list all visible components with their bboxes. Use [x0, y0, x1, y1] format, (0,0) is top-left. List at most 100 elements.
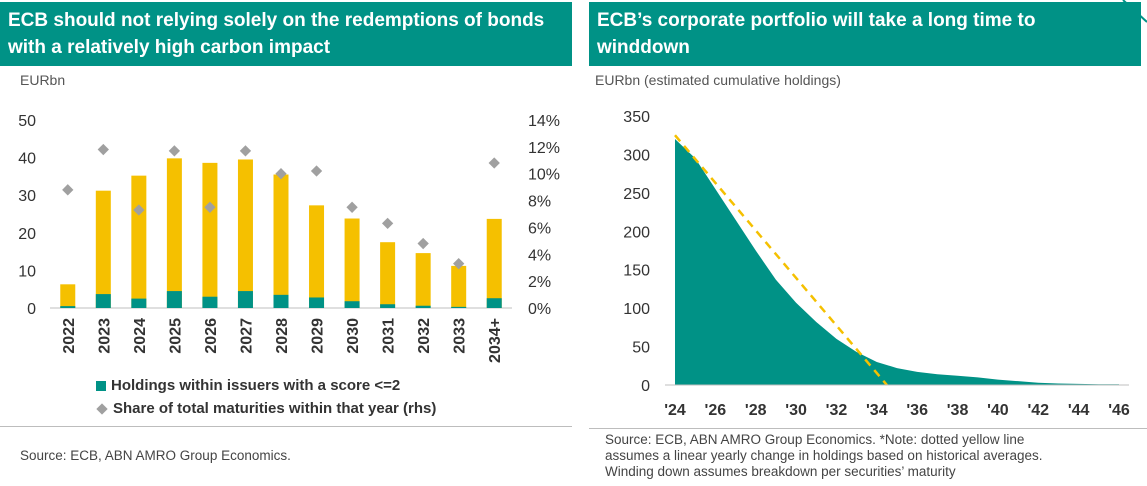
bar-holdings-score: [60, 306, 76, 308]
y-tick-label: 0: [641, 378, 650, 395]
left-unit-label: EURbn: [20, 72, 66, 88]
left-chart-panel: ECB should not relying solely on the red…: [0, 0, 572, 486]
share-marker: [381, 217, 394, 230]
share-marker: [204, 201, 216, 213]
x-tick-label: '26: [705, 402, 727, 419]
share-marker: [62, 184, 74, 196]
bar-total-maturities: [273, 174, 289, 308]
y-tick-label: 20: [18, 226, 36, 243]
x-tick-label: 2034+: [487, 318, 504, 363]
x-tick-label: 2030: [345, 318, 362, 354]
bar-holdings-score: [95, 294, 111, 308]
share-marker: [168, 145, 181, 157]
y2-tick-label: 0%: [528, 301, 551, 318]
y2-tick-label: 14%: [528, 113, 560, 130]
legend-holdings-label: Holdings within issuers with a score <=2: [111, 377, 401, 394]
bar-holdings-score: [237, 291, 253, 308]
bar-total-maturities: [380, 242, 396, 308]
legend-share: Share of total maturities within that ye…: [96, 400, 436, 417]
share-marker: [488, 157, 500, 169]
right-chart-panel: ECB’s corporate portfolio will take a lo…: [589, 0, 1147, 486]
bar-holdings-score: [273, 294, 289, 308]
x-tick-label: '36: [906, 402, 928, 419]
x-tick-label: 2025: [167, 318, 184, 354]
bar-holdings-score: [451, 306, 467, 308]
share-marker: [97, 143, 109, 156]
x-tick-label: 2031: [381, 318, 398, 354]
x-tick-label: '30: [785, 402, 807, 419]
bar-holdings-score: [415, 305, 431, 308]
y2-tick-label: 2%: [528, 274, 551, 291]
right-area-chart: 0 50 100 150 200 250 300 350 '24 '26 '28 '30 '32 '34 '…: [623, 109, 1130, 419]
bar-total-maturities: [486, 218, 502, 308]
left-chart-title: ECB should not relying solely on the red…: [0, 2, 572, 66]
x-tick-label: 2033: [452, 318, 469, 354]
share-marker: [275, 168, 287, 180]
y-tick-label: 200: [623, 224, 650, 241]
bar-total-maturities: [131, 175, 147, 308]
legend-share-diamond: [96, 402, 108, 415]
y-tick-label: 150: [623, 263, 650, 280]
x-tick-label: '24: [664, 402, 686, 419]
share-marker: [239, 145, 252, 157]
legend-share-label: Share of total maturities within that ye…: [113, 400, 437, 417]
right-source-line-1: Source: ECB, ABN AMRO Group Economics. *…: [605, 432, 1025, 447]
x-tick-label: '28: [745, 402, 767, 419]
share-marker: [346, 201, 358, 213]
right-source-divider: [589, 428, 1147, 429]
x-tick-label: 2029: [310, 318, 327, 354]
y-tick-label: 250: [623, 186, 650, 203]
bar-holdings-score: [486, 298, 502, 308]
y-tick-label: 50: [632, 340, 650, 357]
bar-total-maturities: [451, 265, 467, 308]
left-source-divider: [0, 426, 572, 427]
y-tick-label: 350: [623, 109, 650, 126]
bar-total-maturities: [415, 253, 431, 308]
x-tick-label: '42: [1027, 402, 1049, 419]
x-tick-label: 2028: [274, 318, 291, 354]
x-tick-label: 2026: [203, 318, 220, 354]
share-marker: [133, 204, 145, 216]
right-source-line-3: Winding down assumes breakdown per secur…: [605, 464, 956, 479]
x-tick-label: '44: [1068, 402, 1090, 419]
y2-tick-label: 12%: [528, 140, 560, 157]
y-tick-label: 300: [623, 147, 650, 164]
right-source-line-2: assumes a linear yearly change in holdin…: [605, 448, 1043, 463]
bar-holdings-score: [166, 291, 182, 308]
y2-tick-label: 10%: [528, 167, 560, 184]
bar-total-maturities: [309, 205, 325, 308]
x-tick-label: '46: [1108, 402, 1130, 419]
bar-holdings-score: [309, 297, 325, 308]
right-chart-title: ECB’s corporate portfolio will take a lo…: [589, 2, 1141, 66]
bar-holdings-score: [202, 296, 218, 308]
right-unit-label: EURbn (estimated cumulative holdings): [595, 72, 841, 88]
y-tick-label: 100: [623, 301, 650, 318]
bar-holdings-score: [344, 301, 360, 308]
y-tick-label: 0: [27, 301, 36, 318]
bar-holdings-score: [131, 298, 147, 308]
left-source: Source: ECB, ABN AMRO Group Economics.: [20, 448, 291, 463]
bar-holdings-score: [380, 304, 396, 308]
y2-tick-label: 4%: [528, 247, 551, 264]
x-tick-label: '32: [826, 402, 848, 419]
x-tick-label: 2027: [238, 318, 255, 354]
bar-total-maturities: [202, 162, 218, 308]
x-tick-label: 2023: [96, 318, 113, 354]
share-marker: [417, 237, 429, 250]
bar-total-maturities: [166, 158, 182, 308]
share-marker: [310, 165, 323, 177]
share-marker: [453, 258, 465, 270]
x-tick-label: 2032: [416, 318, 433, 354]
x-tick-label: '40: [987, 402, 1009, 419]
y-tick-label: 50: [18, 113, 36, 130]
holdings-area: [675, 139, 1119, 385]
y2-tick-label: 8%: [528, 194, 551, 211]
right-source: Source: ECB, ABN AMRO Group Economics. *…: [605, 432, 1043, 480]
legend-holdings: Holdings within issuers with a score <=2: [96, 377, 400, 394]
legend-holdings-swatch: [96, 380, 106, 391]
y2-tick-label: 6%: [528, 220, 551, 237]
bar-total-maturities: [95, 190, 111, 308]
bar-total-maturities: [60, 284, 76, 308]
y-tick-label: 30: [18, 188, 36, 205]
